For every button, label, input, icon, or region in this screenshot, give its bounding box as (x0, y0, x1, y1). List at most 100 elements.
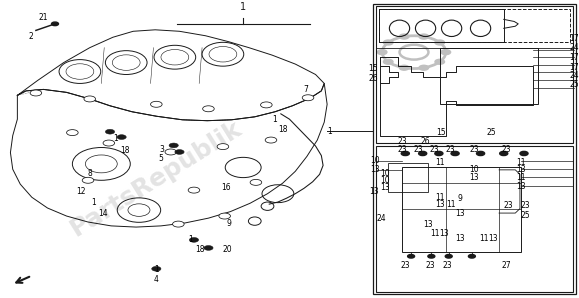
Text: 13: 13 (439, 229, 449, 238)
Circle shape (52, 22, 58, 26)
Circle shape (165, 149, 177, 155)
Bar (440, 48, 538, 104)
Text: 11: 11 (435, 158, 445, 167)
Circle shape (378, 50, 387, 55)
Bar (402, 167, 521, 252)
Text: 11: 11 (446, 200, 455, 209)
Text: 18: 18 (195, 245, 204, 254)
Text: PartsRepublik: PartsRepublik (66, 116, 247, 241)
Text: 15: 15 (437, 128, 446, 137)
Circle shape (204, 246, 213, 250)
Text: 10: 10 (371, 156, 380, 165)
Text: 9: 9 (458, 194, 463, 203)
Text: 1: 1 (154, 265, 159, 274)
Circle shape (188, 187, 200, 193)
Text: 25: 25 (570, 80, 579, 89)
Text: 27: 27 (502, 261, 511, 270)
Text: 23: 23 (521, 201, 530, 210)
Circle shape (117, 135, 126, 139)
Text: 10: 10 (380, 176, 390, 185)
Text: 13: 13 (516, 165, 526, 174)
Text: 11: 11 (435, 193, 445, 202)
Text: 11: 11 (516, 173, 526, 182)
Text: 17: 17 (570, 63, 579, 72)
Text: 13: 13 (469, 173, 478, 182)
Text: 23: 23 (401, 261, 410, 270)
Text: 11: 11 (479, 234, 488, 243)
Text: 23: 23 (398, 145, 407, 153)
Text: 10: 10 (469, 165, 478, 174)
Text: 1: 1 (113, 134, 118, 143)
Circle shape (435, 151, 443, 156)
Text: 13: 13 (435, 200, 445, 209)
Text: 13: 13 (424, 220, 433, 229)
Text: 17: 17 (570, 53, 579, 62)
Text: 7: 7 (303, 85, 308, 94)
Text: 1: 1 (328, 127, 332, 136)
Text: 13: 13 (516, 182, 526, 191)
Circle shape (173, 221, 184, 227)
Circle shape (520, 151, 528, 156)
Text: 23: 23 (430, 145, 439, 153)
Text: 24: 24 (376, 214, 386, 223)
Circle shape (175, 150, 184, 154)
Circle shape (477, 151, 485, 156)
Circle shape (400, 65, 409, 70)
Circle shape (189, 238, 199, 242)
Text: 12: 12 (76, 187, 86, 196)
Text: 13: 13 (489, 234, 498, 243)
Text: 25: 25 (521, 211, 530, 220)
Circle shape (401, 151, 409, 156)
Bar (373, 4, 576, 294)
Circle shape (105, 129, 115, 134)
Text: 17: 17 (570, 34, 579, 43)
Text: 9: 9 (226, 219, 231, 228)
Circle shape (451, 151, 459, 156)
Text: 23: 23 (470, 145, 479, 153)
Circle shape (435, 59, 445, 64)
Bar (379, 9, 570, 42)
Circle shape (419, 34, 428, 39)
Text: 13: 13 (380, 183, 390, 192)
Text: 13: 13 (369, 187, 379, 196)
Text: 8: 8 (88, 169, 93, 178)
Text: 13: 13 (456, 209, 465, 218)
Text: 26: 26 (421, 137, 430, 146)
Text: 13: 13 (456, 234, 465, 243)
Text: 23: 23 (413, 145, 423, 153)
Circle shape (500, 151, 508, 156)
Text: 23: 23 (504, 201, 513, 210)
Text: 23: 23 (398, 137, 407, 146)
Circle shape (217, 144, 229, 150)
Text: 11: 11 (431, 229, 440, 238)
Text: 23: 23 (446, 145, 455, 153)
Text: 26: 26 (368, 74, 378, 83)
Text: 20: 20 (223, 245, 232, 254)
Text: 13: 13 (371, 165, 380, 174)
Circle shape (419, 65, 428, 70)
Text: 2: 2 (28, 32, 33, 41)
Text: 11: 11 (516, 158, 526, 167)
Text: 1: 1 (273, 115, 277, 124)
Text: 16: 16 (221, 183, 230, 192)
Circle shape (82, 177, 94, 183)
Circle shape (441, 50, 450, 55)
Text: 24: 24 (570, 43, 579, 52)
Circle shape (84, 96, 96, 102)
Text: 4: 4 (154, 275, 159, 284)
Circle shape (103, 140, 115, 146)
Circle shape (435, 40, 445, 45)
Text: 1: 1 (240, 2, 246, 12)
Circle shape (383, 59, 393, 64)
Circle shape (169, 143, 178, 148)
Text: 10: 10 (380, 169, 390, 178)
Circle shape (383, 40, 393, 45)
Circle shape (265, 137, 277, 143)
Text: 25: 25 (486, 128, 496, 137)
Circle shape (30, 90, 42, 96)
Circle shape (445, 254, 452, 258)
Bar (376, 146, 573, 292)
Circle shape (67, 130, 78, 136)
Circle shape (203, 106, 214, 112)
Circle shape (151, 101, 162, 107)
